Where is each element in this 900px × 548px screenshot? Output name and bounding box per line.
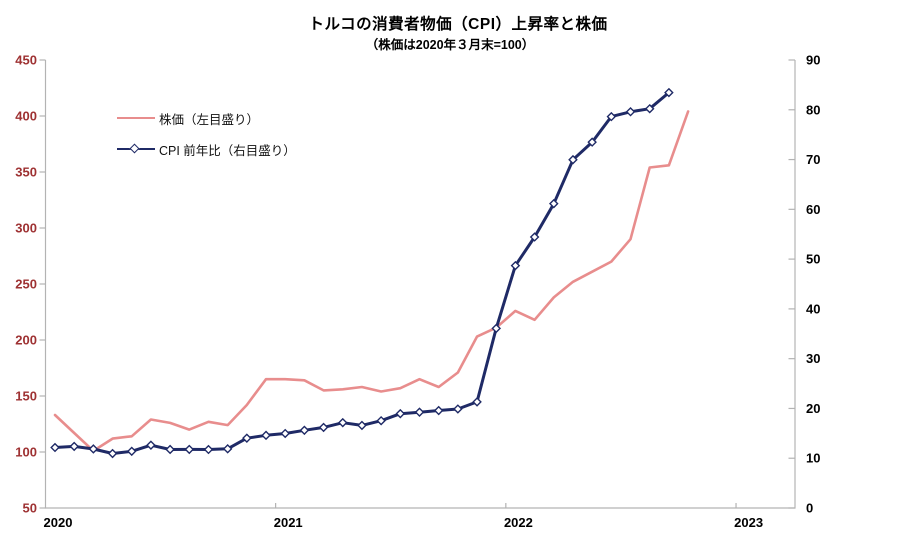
cpi-marker (126, 446, 137, 457)
left-axis-tick-label: 150 (15, 389, 37, 404)
left-axis-tick-label: 300 (15, 221, 37, 236)
cpi-marker (606, 111, 617, 122)
cpi-marker (587, 137, 597, 147)
chart-subtitle: （株価は2020年３月末=100） (365, 38, 535, 52)
chart-title: トルコの消費者物価（CPI）上昇率と株価 (308, 16, 608, 33)
cpi-marker (146, 440, 156, 450)
cpi-marker (280, 428, 290, 439)
legend-item-cpi: CPI 前年比（右目盛り） (117, 138, 296, 160)
cpi-marker (261, 430, 271, 441)
left-axis-tick-label: 200 (15, 333, 37, 348)
cpi-marker (50, 442, 60, 453)
cpi-marker (299, 425, 310, 436)
left-axis-tick-label: 400 (15, 109, 37, 124)
cpi-marker (88, 444, 99, 454)
cpi-marker (318, 422, 329, 433)
x-axis-year-label: 2023 (734, 515, 763, 530)
right-axis-tick-label: 0 (806, 501, 813, 516)
cpi-marker (376, 415, 386, 426)
cpi-marker (222, 444, 233, 454)
cpi-marker (453, 404, 463, 414)
left-axis-tick-label: 50 (23, 501, 37, 516)
right-axis-tick-label: 40 (806, 301, 820, 316)
cpi-marker (242, 433, 252, 443)
cpi-marker (395, 408, 406, 419)
left-axis-tick-label: 250 (15, 277, 37, 292)
left-axis-tick-label: 350 (15, 165, 37, 180)
right-axis-tick-label: 70 (806, 152, 820, 167)
cpi-line-swatch (117, 143, 155, 154)
cpi-marker (529, 232, 540, 242)
right-axis-tick-label: 30 (806, 351, 820, 366)
x-axis-year-label: 2021 (274, 515, 303, 530)
cpi-marker (510, 260, 521, 271)
legend-item-stock: 株価（左目盛り） (117, 107, 296, 129)
cpi-marker (165, 444, 175, 455)
cpi-marker (69, 441, 79, 452)
right-axis-tick-label: 20 (806, 401, 820, 416)
legend-label-stock: 株価（左目盛り） (159, 112, 260, 127)
legend: 株価（左目盛り） CPI 前年比（右目盛り） (117, 107, 296, 160)
cpi-marker (491, 323, 502, 334)
stock-line-swatch (117, 113, 155, 123)
left-axis-tick-label: 450 (15, 53, 37, 68)
cpi-marker (107, 448, 118, 459)
x-axis-year-label: 2020 (44, 515, 73, 530)
cpi-marker (203, 444, 214, 455)
cpi-marker (357, 420, 367, 431)
stock-line-sample (117, 116, 155, 120)
cpi-marker (644, 103, 655, 114)
stock-price-line (53, 110, 690, 453)
cpi-marker (184, 444, 195, 455)
cpi-marker (548, 198, 559, 209)
cpi-marker (433, 405, 444, 416)
cpi-marker (568, 154, 578, 165)
cpi-marker (337, 417, 348, 428)
right-axis-tick-label: 60 (806, 202, 820, 217)
cpi-marker (664, 87, 674, 98)
cpi-marker-sample (129, 143, 140, 154)
right-axis-tick-label: 10 (806, 451, 820, 466)
left-axis-tick-label: 100 (15, 445, 37, 460)
right-axis-tick-label: 90 (806, 53, 820, 68)
right-axis-tick-label: 80 (806, 102, 820, 117)
cpi-marker (472, 397, 482, 407)
x-axis-year-label: 2022 (504, 515, 533, 530)
cpi-marker (625, 106, 636, 117)
right-axis-tick-label: 50 (806, 252, 820, 267)
cpi-marker (414, 407, 425, 417)
legend-label-cpi: CPI 前年比（右目盛り） (159, 143, 296, 158)
